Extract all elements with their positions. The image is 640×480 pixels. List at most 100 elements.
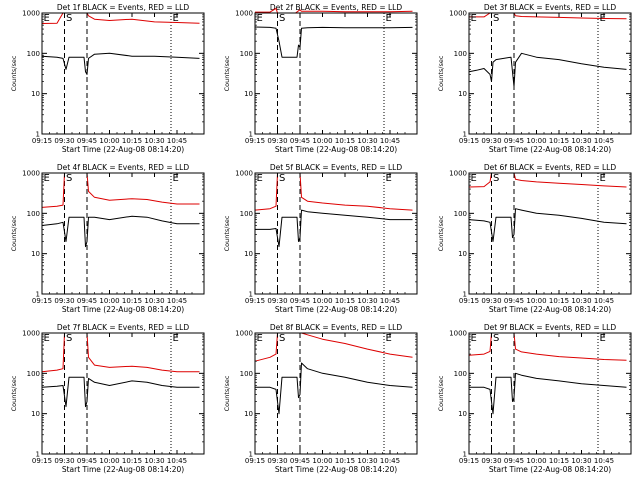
chart-panel-3: Det 3f BLACK = Events, RED = LLD Counts/s… — [437, 3, 632, 154]
x-axis-label: Start Time (22-Aug-08 08:14:20) — [62, 305, 184, 314]
y-tick-label: 100 — [27, 50, 40, 58]
x-tick-label: 10:30 — [144, 137, 164, 145]
marker-label: E — [600, 333, 606, 344]
marker-label: S — [66, 333, 72, 344]
y-tick-label: 1000 — [235, 330, 253, 338]
marker-label: S — [279, 173, 285, 184]
y-tick-label: 1 — [249, 451, 253, 459]
marker-label: S — [66, 173, 72, 184]
panel-title: Det 6f BLACK = Events, RED = LLD — [484, 163, 617, 172]
y-tick-label: 100 — [454, 370, 467, 378]
x-axis-label: Start Time (22-Aug-08 08:14:20) — [489, 305, 611, 314]
panel-title: Det 1f BLACK = Events, RED = LLD — [57, 3, 190, 12]
y-tick-label: 10 — [244, 410, 253, 418]
y-tick-label: 1 — [463, 291, 467, 299]
chart-panel-5: Det 5f BLACK = Events, RED = LLD Counts/s… — [223, 163, 418, 314]
plot-frame — [468, 332, 632, 455]
y-tick-label: 1000 — [235, 170, 253, 178]
series-line-events — [469, 372, 627, 415]
plot-frame — [41, 172, 205, 295]
x-tick-label: 10:30 — [571, 137, 591, 145]
x-tick-label: 10:15 — [335, 297, 355, 305]
marker-label: E — [173, 333, 179, 344]
x-tick-label: 09:15 — [459, 297, 479, 305]
plot-frame — [254, 172, 418, 295]
y-tick-label: 1 — [249, 291, 253, 299]
y-tick-label: 1000 — [22, 10, 40, 18]
panel-title: Det 7f BLACK = Events, RED = LLD — [57, 323, 190, 332]
x-tick-label: 09:30 — [54, 137, 74, 145]
chart-panel-9: Det 9f BLACK = Events, RED = LLD Counts/s… — [437, 323, 632, 474]
marker-label: S — [279, 13, 285, 24]
y-tick-label: 1 — [463, 451, 467, 459]
y-tick-label: 10 — [244, 250, 253, 258]
chart-panel-2: Det 2f BLACK = Events, RED = LLD Counts/s… — [223, 3, 418, 154]
plot-frame — [41, 12, 205, 135]
y-tick-label: 100 — [240, 50, 253, 58]
marker-label: E — [471, 13, 477, 24]
x-tick-label: 09:45 — [77, 137, 97, 145]
x-axis-label: Start Time (22-Aug-08 08:14:20) — [275, 145, 397, 154]
x-tick-label: 09:15 — [245, 297, 265, 305]
plot-frame — [468, 12, 632, 135]
y-tick-label: 1000 — [449, 170, 467, 178]
panel-title: Det 9f BLACK = Events, RED = LLD — [484, 323, 617, 332]
x-axis-label: Start Time (22-Aug-08 08:14:20) — [275, 465, 397, 474]
y-tick-label: 1000 — [449, 330, 467, 338]
x-tick-label: 10:30 — [144, 297, 164, 305]
x-tick-label: 10:45 — [167, 137, 187, 145]
x-tick-label: 10:45 — [380, 457, 400, 465]
chart-panel-7: Det 7f BLACK = Events, RED = LLD Counts/s… — [10, 323, 205, 474]
series-line-events — [255, 362, 413, 415]
marker-label: E — [471, 333, 477, 344]
x-tick-label: 10:30 — [357, 297, 377, 305]
x-tick-label: 10:00 — [99, 137, 119, 145]
marker-label: S — [279, 333, 285, 344]
panel-title: Det 8f BLACK = Events, RED = LLD — [270, 323, 403, 332]
marker-label: E — [471, 173, 477, 184]
x-tick-label: 10:15 — [549, 137, 569, 145]
y-axis-label: Counts/sec — [223, 215, 231, 251]
panel-title: Det 5f BLACK = Events, RED = LLD — [270, 163, 403, 172]
y-tick-label: 1 — [36, 291, 40, 299]
marker-label: S — [493, 173, 499, 184]
y-tick-label: 100 — [240, 210, 253, 218]
x-tick-label: 09:45 — [77, 297, 97, 305]
x-axis-label: Start Time (22-Aug-08 08:14:20) — [489, 145, 611, 154]
x-tick-label: 10:45 — [594, 137, 614, 145]
y-tick-label: 10 — [31, 250, 40, 258]
x-tick-label: 09:30 — [481, 137, 501, 145]
y-tick-label: 1000 — [449, 10, 467, 18]
x-tick-label: 10:00 — [312, 137, 332, 145]
y-tick-label: 100 — [27, 210, 40, 218]
x-tick-label: 10:00 — [526, 297, 546, 305]
x-tick-label: 10:30 — [571, 457, 591, 465]
x-tick-label: 09:30 — [267, 457, 287, 465]
x-tick-label: 10:00 — [526, 137, 546, 145]
x-axis-label: Start Time (22-Aug-08 08:14:20) — [275, 305, 397, 314]
marker-label: E — [173, 13, 179, 24]
series-line-events — [255, 209, 413, 248]
x-tick-label: 09:15 — [245, 457, 265, 465]
x-axis-label: Start Time (22-Aug-08 08:14:20) — [62, 145, 184, 154]
marker-label: E — [257, 173, 263, 184]
series-line-events — [41, 52, 200, 75]
chart-panel-8: Det 8f BLACK = Events, RED = LLD Counts/s… — [223, 323, 418, 474]
y-axis-label: Counts/sec — [437, 375, 445, 411]
x-tick-label: 09:15 — [32, 297, 52, 305]
marker-label: E — [257, 333, 263, 344]
marker-label: S — [66, 13, 72, 24]
x-tick-label: 09:15 — [459, 457, 479, 465]
x-tick-label: 09:30 — [54, 297, 74, 305]
x-tick-label: 10:15 — [549, 297, 569, 305]
y-axis-label: Counts/sec — [10, 215, 18, 251]
x-tick-label: 10:45 — [594, 457, 614, 465]
x-tick-label: 09:30 — [481, 297, 501, 305]
x-tick-label: 09:30 — [54, 457, 74, 465]
x-tick-label: 09:15 — [245, 137, 265, 145]
x-tick-label: 10:45 — [167, 297, 187, 305]
y-tick-label: 100 — [27, 370, 40, 378]
y-tick-label: 1000 — [22, 170, 40, 178]
x-tick-label: 10:00 — [99, 297, 119, 305]
